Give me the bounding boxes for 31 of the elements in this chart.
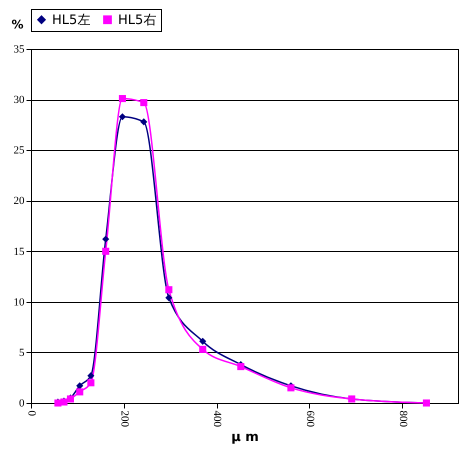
point xyxy=(165,286,172,294)
y-tick-label: 25 xyxy=(14,144,25,157)
point xyxy=(140,99,148,106)
legend-label: HL5左 xyxy=(52,12,90,28)
point xyxy=(76,382,84,390)
point xyxy=(102,248,110,255)
x-tick-label: 0 xyxy=(26,410,38,416)
x-tick-label: 600 xyxy=(304,410,316,428)
y-tick-label: 10 xyxy=(14,296,25,308)
y-tick-label: 0 xyxy=(19,398,25,410)
x-tick-label: 800 xyxy=(396,410,409,428)
x-tick-label: 200 xyxy=(118,410,130,428)
point xyxy=(102,236,110,243)
point xyxy=(118,113,126,120)
y-tick-label: 5 xyxy=(19,346,25,359)
y-tick-label: 15 xyxy=(14,246,25,258)
point xyxy=(118,95,126,102)
legend-label: HL5右 xyxy=(118,12,156,28)
y-tick-label: 20 xyxy=(14,195,25,208)
point xyxy=(199,338,206,345)
y-axis-title: % xyxy=(11,18,24,32)
point xyxy=(165,294,172,302)
point xyxy=(140,118,148,126)
point xyxy=(87,372,94,380)
point xyxy=(87,379,94,386)
point xyxy=(76,388,84,396)
y-tick-label: 35 xyxy=(14,44,25,56)
x-tick-label: 400 xyxy=(211,410,224,428)
point xyxy=(199,346,206,353)
x-axis-title: μ m xyxy=(231,430,259,445)
y-tick-label: 30 xyxy=(14,94,25,106)
